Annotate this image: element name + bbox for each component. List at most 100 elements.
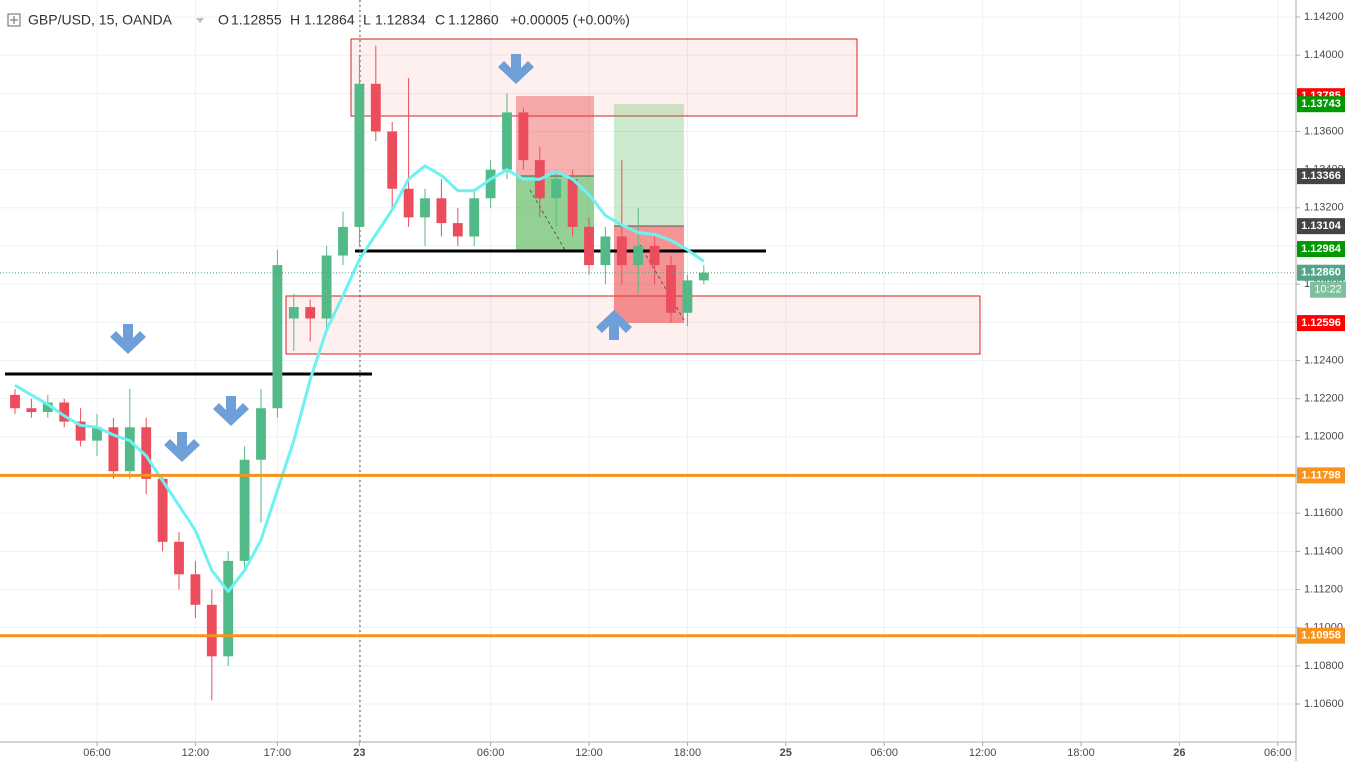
x-tick-label: 12:00	[182, 747, 210, 759]
price-badge	[1297, 627, 1345, 644]
x-tick-label: 25	[780, 747, 792, 759]
price-badge	[1297, 241, 1345, 258]
ohlc-value: 1.12855	[231, 12, 282, 28]
arrows	[110, 54, 632, 462]
candle-body	[10, 394, 20, 409]
candle-body	[633, 245, 644, 266]
y-tick-label: 1.14200	[1304, 11, 1344, 23]
candle-body	[469, 198, 480, 237]
price-badge-label: 1.10958	[1301, 630, 1341, 642]
candle-body	[452, 223, 463, 237]
price-badge-label: 1.11798	[1301, 469, 1340, 481]
candle-body	[305, 307, 316, 319]
x-tick-label: 18:00	[1067, 747, 1095, 759]
candle-body	[698, 272, 709, 281]
candle-body	[223, 560, 234, 657]
arrow-up	[596, 310, 632, 340]
candle-body	[75, 421, 86, 441]
symbol-dropdown[interactable]	[196, 18, 204, 23]
series	[0, 45, 1296, 701]
candle-body	[370, 83, 381, 132]
price-badge-label: 1.12984	[1301, 243, 1342, 255]
x-tick-label: 17:00	[264, 747, 292, 759]
x-tick-label: 06:00	[870, 747, 898, 759]
candle-body	[600, 236, 611, 266]
ohlc-value: 1.12864	[304, 12, 355, 28]
arrow-down	[164, 432, 200, 462]
candle-body	[403, 188, 414, 218]
trade-path	[639, 244, 685, 321]
candle-body	[616, 236, 627, 266]
expand-icon[interactable]	[7, 13, 21, 27]
y-tick-label: 1.13600	[1304, 125, 1344, 137]
candle-body	[551, 179, 562, 199]
y-tick-label: 1.12200	[1304, 393, 1344, 405]
countdown: 10:22	[1314, 284, 1342, 296]
y-tick-label: 1.14000	[1304, 49, 1344, 61]
y-tick-label: 1.10600	[1304, 698, 1344, 710]
price-badge	[1297, 315, 1345, 332]
price-badge	[1297, 467, 1345, 484]
symbol[interactable]: GBP/USD, 15, OANDA	[28, 12, 173, 28]
y-tick-label: 1.12000	[1304, 431, 1344, 443]
resistance-zone	[350, 38, 858, 117]
candle-body	[174, 541, 184, 575]
candle-body	[485, 169, 496, 199]
arrow-down	[498, 54, 534, 84]
candle-body	[42, 402, 53, 413]
x-tick-label: 06:00	[477, 747, 505, 759]
arrow-down	[110, 324, 146, 354]
price-badge-label: 1.13743	[1301, 98, 1341, 110]
candle-body	[682, 280, 693, 313]
candle-body	[239, 459, 250, 561]
short-stop-zone	[516, 96, 594, 176]
x-tick-label: 12:00	[575, 747, 603, 759]
candle-body	[387, 131, 398, 189]
candle-body	[141, 427, 152, 479]
moving-average	[14, 164, 705, 593]
ohlc-key: H	[290, 12, 300, 28]
candle-body	[338, 226, 348, 256]
y-tick-label: 1.11400	[1304, 545, 1343, 557]
candle-body	[288, 307, 299, 319]
ohlc-key: C	[435, 12, 445, 28]
candle-body	[256, 408, 266, 460]
candle-body	[190, 574, 201, 605]
candle-body	[26, 408, 37, 413]
ohlc-key: O	[218, 12, 229, 28]
x-tick-label: 18:00	[674, 747, 702, 759]
y-tick-label: 1.13200	[1304, 202, 1344, 214]
change: +0.00005 (+0.00%)	[510, 12, 630, 28]
candle-body	[124, 427, 135, 472]
y-tick-label: 1.11200	[1304, 583, 1343, 595]
candle-body	[567, 179, 578, 227]
candle-body	[666, 265, 676, 313]
candle-body	[436, 198, 447, 224]
price-badge-label: 1.13366	[1301, 170, 1341, 182]
candle-body	[584, 226, 594, 266]
ohlc-key: L	[363, 12, 371, 28]
candle-body	[272, 265, 283, 409]
arrow-down	[213, 396, 249, 426]
price-badge-label: 1.12596	[1301, 317, 1341, 329]
candle-body	[420, 198, 430, 218]
price-badge	[1297, 218, 1345, 235]
y-tick-label: 1.12400	[1304, 354, 1344, 366]
price-badge-label: 1.13104	[1301, 220, 1342, 232]
candle-body	[59, 402, 70, 422]
x-tick-label: 23	[353, 747, 365, 759]
ohlc-value: 1.12860	[448, 12, 499, 28]
candle-body	[206, 604, 217, 657]
candle-body	[157, 478, 168, 542]
price-badge-label: 1.12860	[1301, 267, 1341, 279]
x-tick-label: 06:00	[1264, 747, 1292, 759]
y-tick-label: 1.11600	[1304, 507, 1343, 519]
x-tick-label: 06:00	[83, 747, 111, 759]
y-tick-label: 1.10800	[1304, 660, 1344, 672]
candle-body	[649, 245, 660, 266]
x-tick-label: 26	[1173, 747, 1185, 759]
candle-body	[354, 83, 365, 227]
candle-body	[92, 427, 102, 441]
x-tick-label: 12:00	[969, 747, 997, 759]
